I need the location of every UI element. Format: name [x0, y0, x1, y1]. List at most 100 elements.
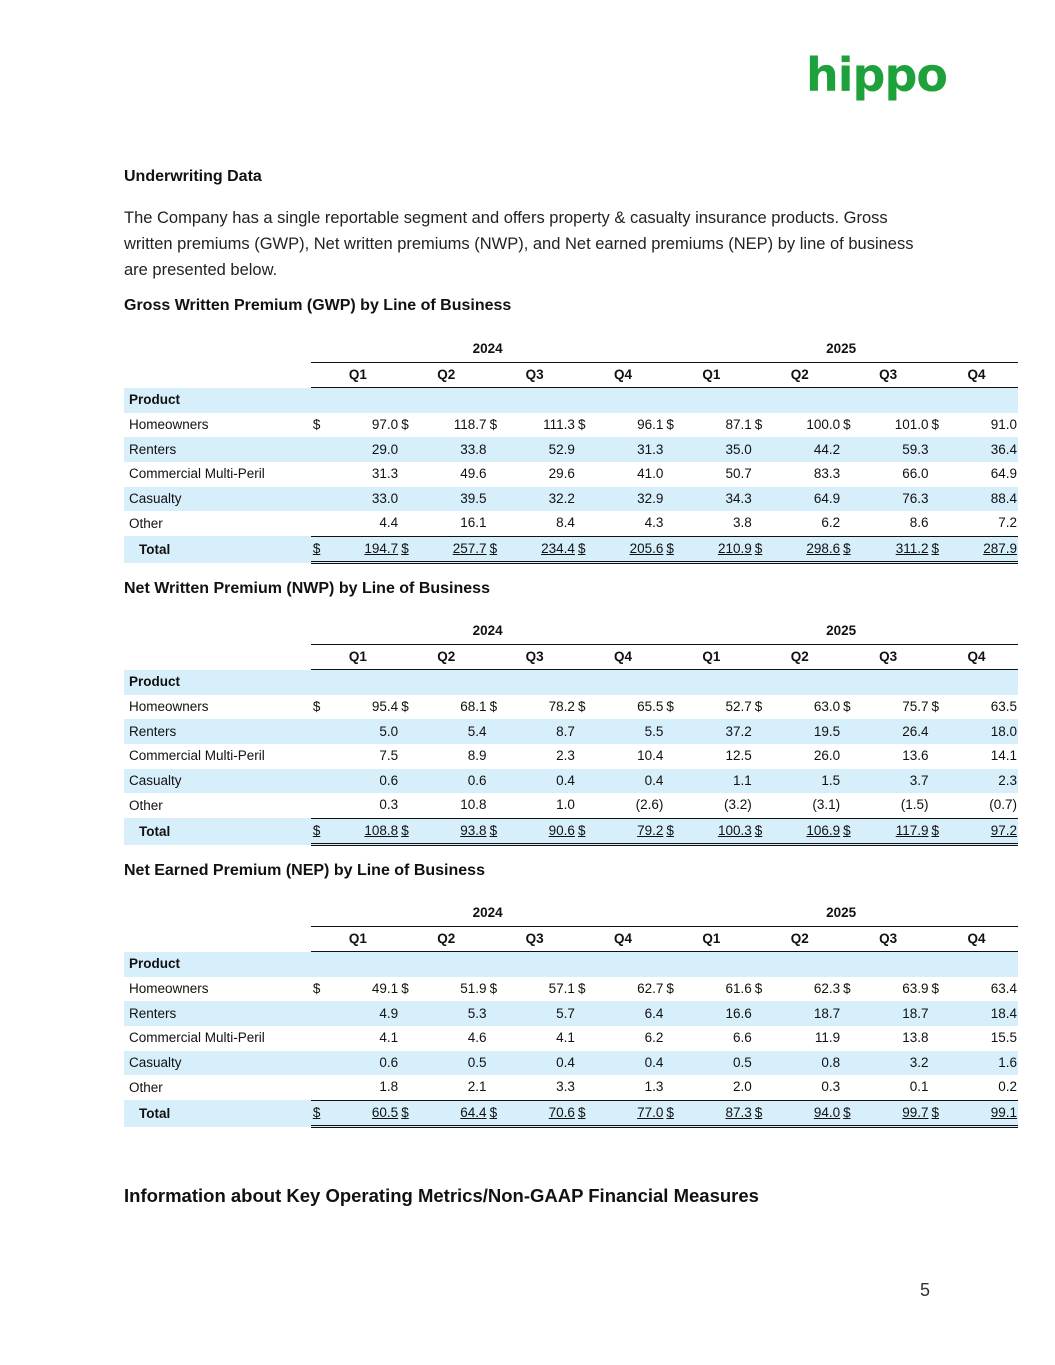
value-cell: 7.2: [951, 511, 1018, 537]
total-value: 64.4: [460, 1105, 487, 1121]
total-value: 205.6: [629, 541, 664, 557]
currency-symbol: $: [931, 981, 939, 997]
currency-symbol: $: [664, 536, 687, 565]
value-cell: 1.1: [686, 768, 753, 794]
value-cell: 33.8: [421, 437, 488, 462]
total-value: 287.9: [983, 541, 1017, 557]
value-cell: 62.3: [813, 981, 841, 997]
currency-symbol: [399, 1001, 422, 1026]
value-cell: (0.7): [951, 793, 1018, 819]
value-cell: 10.4: [637, 748, 664, 764]
currency-symbol: [310, 719, 333, 744]
value-cell: 3.3: [509, 1075, 576, 1101]
total-value: 99.1: [990, 1105, 1017, 1121]
currency-symbol: [311, 744, 333, 769]
total-value: 60.5: [371, 1105, 399, 1121]
value-cell: 31.3: [371, 466, 399, 482]
value-cell: 63.9: [902, 981, 929, 997]
currency-symbol: [929, 1001, 952, 1026]
currency-symbol: $: [843, 1105, 851, 1121]
table-row: Other 4.4 16.1 8.4 4.3 3.8 6.2 8.6 7.2: [124, 511, 1018, 537]
currency-symbol: $: [931, 823, 939, 839]
currency-symbol: [399, 462, 421, 487]
currency-symbol: [399, 768, 422, 794]
value-cell: 39.5: [421, 486, 488, 512]
currency-symbol: [929, 437, 952, 462]
currency-symbol: [576, 462, 598, 487]
value-cell: 41.0: [637, 466, 664, 482]
currency-symbol: [841, 1075, 864, 1101]
value-cell: 0.3: [774, 1075, 842, 1101]
currency-symbol: $: [931, 699, 939, 715]
table-row: Other 0.3 10.8 1.0 (2.6) (3.2) (3.1) (1.5) (0.7): [124, 793, 1018, 819]
value-cell: 33.0: [332, 486, 400, 512]
currency-symbol: $: [931, 417, 939, 433]
currency-symbol: $: [577, 699, 586, 715]
currency-symbol: $: [843, 541, 851, 557]
table-row: Homeowners $97.0 $118.7 $111.3 $96.1 $87.1 $10…: [124, 413, 1018, 438]
value-cell: 2.1: [421, 1075, 488, 1101]
value-cell: 8.4: [509, 511, 576, 537]
value-cell: 51.9: [460, 981, 487, 997]
value-cell: 97.0: [371, 417, 399, 433]
quarter-header: Q3: [487, 362, 576, 389]
nep-table: 2024 2025 Q1 Q2 Q3 Q4 Q1 Q2 Q3 Q4 Product Homeowner…: [124, 901, 1018, 1129]
currency-symbol: $: [754, 823, 763, 839]
value-cell: 5.4: [421, 719, 488, 744]
value-cell: 0.4: [509, 768, 576, 794]
value-cell: 83.3: [813, 466, 841, 482]
currency-symbol: [311, 462, 333, 487]
total-value-cell: 93.8: [421, 818, 488, 847]
currency-symbol: [575, 1050, 599, 1076]
total-value-cell: 210.9: [686, 536, 753, 565]
currency-symbol: [841, 1001, 864, 1026]
row-label: Homeowners: [129, 981, 209, 997]
currency-symbol: [929, 486, 952, 512]
total-value-cell: 287.9: [951, 536, 1018, 565]
total-label: Total: [124, 1100, 311, 1127]
value-cell: 4.4: [332, 511, 400, 537]
currency-symbol: $: [487, 1100, 510, 1129]
value-cell: 49.1: [371, 981, 399, 997]
currency-symbol: [575, 768, 599, 794]
row-label: Commercial Multi-Peril: [129, 466, 265, 482]
total-value-cell: 117.9: [863, 818, 930, 847]
table-row: Casualty 0.6 0.6 0.4 0.4 1.1 1.5 3.7 2.3: [124, 768, 1018, 794]
total-value-cell: 108.8: [332, 818, 400, 847]
currency-symbol: $: [401, 541, 409, 557]
currency-symbol: [487, 719, 510, 744]
value-cell: 26.0: [813, 748, 841, 764]
product-header: Product: [124, 387, 311, 413]
total-value-cell: 298.6: [774, 536, 842, 565]
currency-symbol: $: [575, 818, 599, 847]
value-cell: 13.6: [902, 748, 929, 764]
currency-symbol: $: [312, 1105, 321, 1121]
value-cell: 4.3: [598, 511, 665, 537]
currency-symbol: $: [929, 818, 952, 847]
quarter-header: Q2: [752, 362, 842, 389]
currency-symbol: [929, 768, 952, 794]
value-cell: 3.2: [863, 1050, 930, 1076]
row-label: Other: [129, 515, 163, 531]
value-cell: 5.7: [509, 1001, 576, 1026]
total-label: Total: [124, 536, 311, 563]
currency-symbol: $: [754, 541, 763, 557]
quarter-header: Q2: [399, 644, 488, 671]
product-header-row: Product: [124, 387, 1018, 413]
currency-symbol: $: [577, 823, 586, 839]
currency-symbol: $: [752, 1100, 775, 1129]
quarter-header: Q3: [487, 926, 576, 953]
value-cell: 15.5: [990, 1030, 1017, 1046]
total-value-cell: 97.2: [951, 818, 1018, 847]
row-label: Homeowners: [129, 417, 209, 433]
currency-symbol: [576, 1026, 598, 1051]
currency-symbol: [841, 744, 863, 769]
currency-symbol: $: [754, 699, 763, 715]
value-cell: 4.1: [379, 1030, 399, 1046]
currency-symbol: $: [843, 699, 851, 715]
table-row: Renters 29.0 33.8 52.9 31.3 35.0 44.2 59.3 36.4: [124, 437, 1018, 462]
value-cell: 96.1: [637, 417, 664, 433]
currency-symbol: $: [575, 1100, 599, 1129]
currency-symbol: [399, 511, 422, 537]
currency-symbol: $: [312, 823, 321, 839]
